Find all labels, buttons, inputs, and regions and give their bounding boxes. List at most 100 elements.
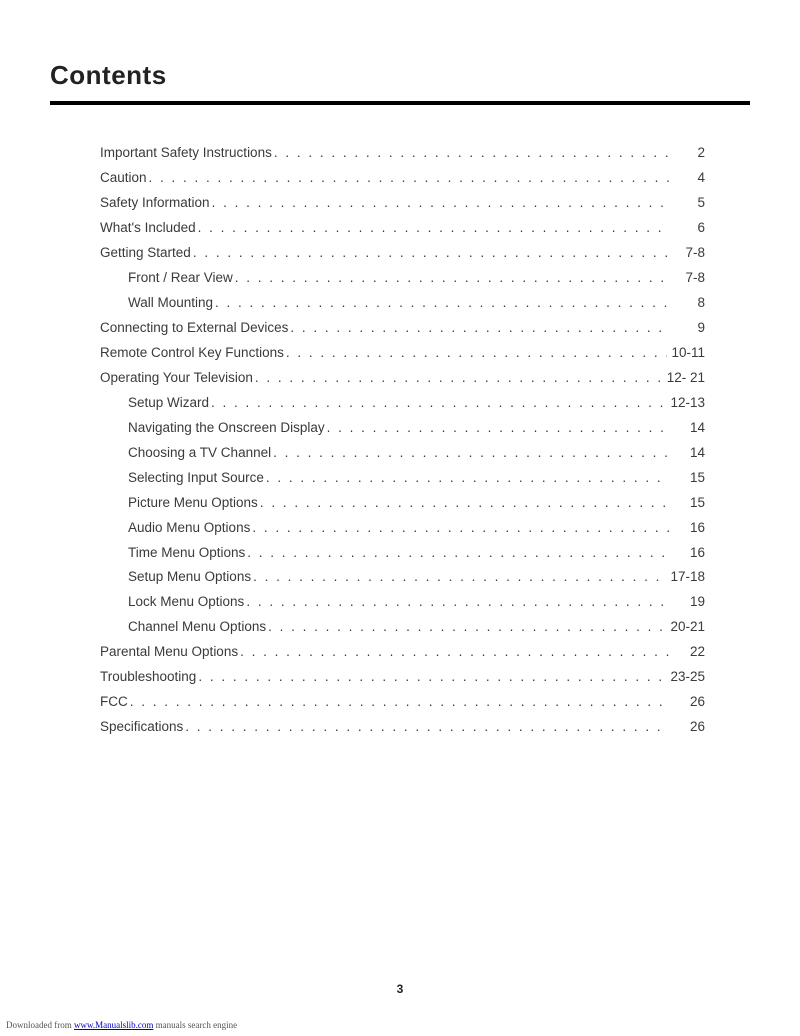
toc-label: Time Menu Options (128, 541, 245, 566)
toc-label: Caution (100, 166, 147, 191)
toc-label: FCC (100, 690, 128, 715)
toc-page: 22 (669, 640, 705, 665)
toc-page: 26 (669, 715, 705, 740)
toc-page: 2 (669, 141, 705, 166)
toc-row: Audio Menu Options 16 (100, 516, 705, 541)
toc-row: Wall Mounting 8 (100, 291, 705, 316)
toc-label: Audio Menu Options (128, 516, 250, 541)
toc-label: What's Included (100, 216, 196, 241)
toc-dots (183, 715, 669, 740)
toc-row: Important Safety Instructions 2 (100, 141, 705, 166)
footer-link[interactable]: www.Manualslib.com (74, 1020, 153, 1030)
toc-label: Selecting Input Source (128, 466, 264, 491)
toc-dots (196, 665, 666, 690)
toc-row: Picture Menu Options 15 (100, 491, 705, 516)
toc-label: Channel Menu Options (128, 615, 266, 640)
toc-page: 8 (669, 291, 705, 316)
page-title: Contents (50, 60, 750, 91)
toc-page: 15 (669, 491, 705, 516)
toc-page: 7-8 (669, 266, 705, 291)
toc-dots (128, 690, 669, 715)
table-of-contents: Important Safety Instructions2Caution4Sa… (50, 141, 750, 740)
toc-dots (196, 216, 669, 241)
toc-row: Choosing a TV Channel14 (100, 441, 705, 466)
toc-row: What's Included 6 (100, 216, 705, 241)
toc-page: 20-21 (666, 615, 705, 640)
toc-row: Front / Rear View 7-8 (100, 266, 705, 291)
toc-dots (233, 266, 669, 291)
toc-row: Time Menu Options 16 (100, 541, 705, 566)
toc-page: 26 (669, 690, 705, 715)
toc-label: Wall Mounting (128, 291, 213, 316)
toc-dots (325, 416, 669, 441)
toc-row: Troubleshooting23-25 (100, 665, 705, 690)
toc-dots (209, 391, 666, 416)
toc-label: Important Safety Instructions (100, 141, 272, 166)
toc-page: 5 (669, 191, 705, 216)
toc-page: 19 (669, 590, 705, 615)
toc-label: Navigating the Onscreen Display (128, 416, 325, 441)
toc-row: Selecting Input Source 15 (100, 466, 705, 491)
toc-page: 10-11 (667, 341, 705, 366)
toc-dots (244, 590, 669, 615)
toc-label: Choosing a TV Channel (128, 441, 271, 466)
toc-page: 4 (669, 166, 705, 191)
toc-dots (258, 491, 669, 516)
page-number: 3 (0, 982, 800, 996)
toc-row: Remote Control Key Functions 10-11 (100, 341, 705, 366)
toc-page: 16 (669, 541, 705, 566)
toc-page: 14 (669, 416, 705, 441)
toc-dots (251, 565, 666, 590)
toc-label: Connecting to External Devices (100, 316, 288, 341)
toc-dots (288, 316, 669, 341)
toc-dots (253, 366, 663, 391)
toc-row: Connecting to External Devices 9 (100, 316, 705, 341)
toc-dots (238, 640, 669, 665)
toc-dots (266, 615, 666, 640)
toc-row: Caution 4 (100, 166, 705, 191)
toc-label: Getting Started (100, 241, 191, 266)
toc-page: 17-18 (666, 565, 705, 590)
toc-dots (213, 291, 669, 316)
toc-page: 15 (669, 466, 705, 491)
toc-label: Parental Menu Options (100, 640, 238, 665)
toc-label: Front / Rear View (128, 266, 233, 291)
title-rule (50, 101, 750, 105)
toc-page: 9 (669, 316, 705, 341)
toc-label: Safety Information (100, 191, 210, 216)
toc-dots (271, 441, 669, 466)
toc-label: Operating Your Television (100, 366, 253, 391)
toc-row: Lock Menu Options 19 (100, 590, 705, 615)
download-footer: Downloaded from www.Manualslib.com manua… (6, 1020, 237, 1030)
toc-row: Navigating the Onscreen Display 14 (100, 416, 705, 441)
toc-page: 16 (669, 516, 705, 541)
toc-dots (191, 241, 669, 266)
toc-dots (147, 166, 669, 191)
toc-label: Remote Control Key Functions (100, 341, 284, 366)
toc-page: 6 (669, 216, 705, 241)
toc-dots (245, 541, 669, 566)
toc-page: 23-25 (666, 665, 705, 690)
toc-row: Getting Started 7-8 (100, 241, 705, 266)
toc-label: Setup Menu Options (128, 565, 251, 590)
toc-dots (272, 141, 669, 166)
toc-row: Safety Information 5 (100, 191, 705, 216)
toc-row: Setup Menu Options 17-18 (100, 565, 705, 590)
toc-row: Setup Wizard 12-13 (100, 391, 705, 416)
page-container: Contents Important Safety Instructions2C… (0, 0, 800, 740)
toc-dots (210, 191, 669, 216)
toc-label: Setup Wizard (128, 391, 209, 416)
toc-row: Specifications 26 (100, 715, 705, 740)
toc-label: Lock Menu Options (128, 590, 244, 615)
footer-suffix: manuals search engine (153, 1020, 237, 1030)
toc-page: 7-8 (669, 241, 705, 266)
toc-row: FCC 26 (100, 690, 705, 715)
toc-dots (250, 516, 669, 541)
toc-page: 12-13 (666, 391, 705, 416)
toc-label: Picture Menu Options (128, 491, 258, 516)
toc-dots (264, 466, 669, 491)
toc-row: Operating Your Television12- 21 (100, 366, 705, 391)
toc-dots (284, 341, 668, 366)
toc-label: Specifications (100, 715, 183, 740)
footer-prefix: Downloaded from (6, 1020, 74, 1030)
